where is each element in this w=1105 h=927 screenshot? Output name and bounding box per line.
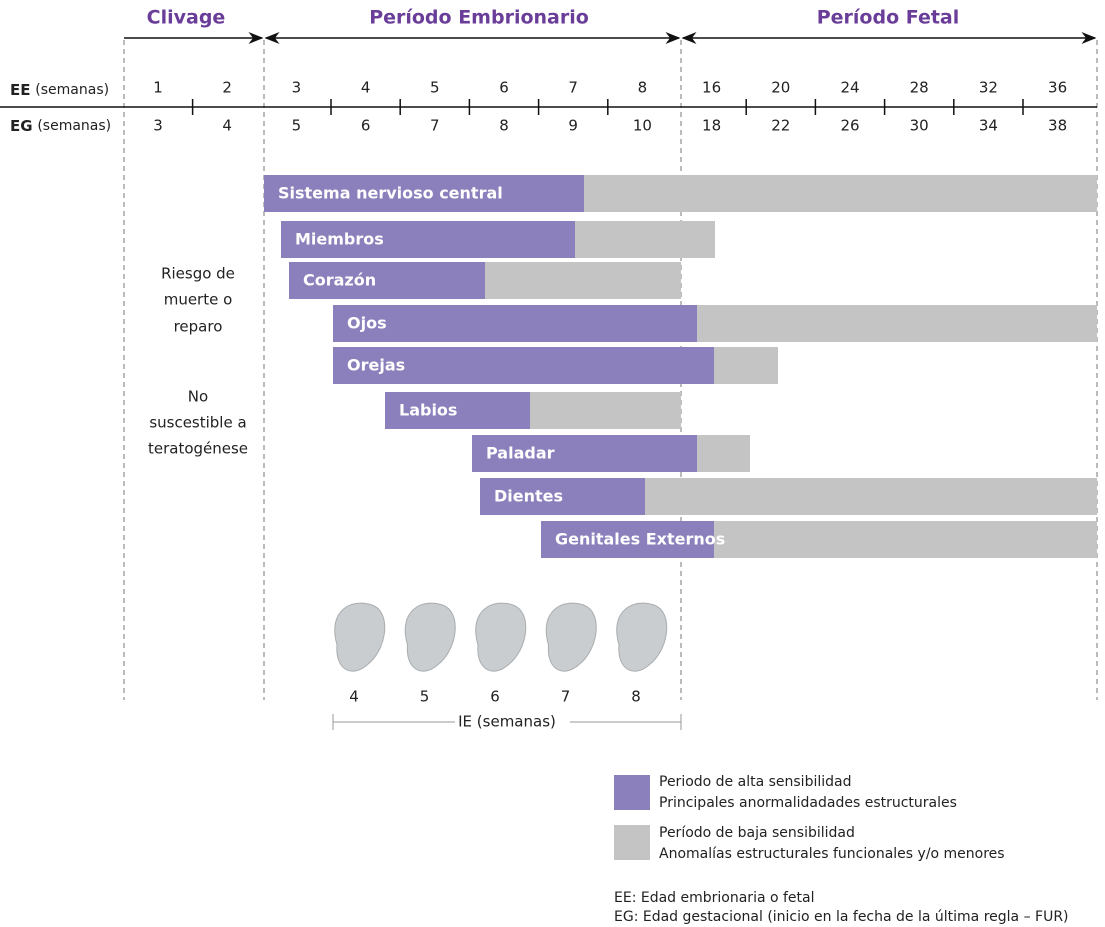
eg-value: 26 (840, 117, 859, 135)
organ-label: Ojos (347, 314, 387, 333)
eg-value: 38 (1048, 117, 1067, 135)
high-sensitivity-bar (385, 392, 530, 429)
organ-label: Genitales Externos (555, 530, 725, 549)
low-sensitivity-bar (530, 392, 681, 429)
ee-value: 3 (292, 79, 302, 97)
eg-value: 9 (568, 117, 578, 135)
embryo-illustration (334, 602, 386, 672)
high-sensitivity-bar (480, 478, 645, 515)
eg-value: 18 (702, 117, 721, 135)
phase-title: Período Embrionario (369, 7, 589, 29)
sensitivity-bars: Sistema nervioso central Miembros Corazón O… (264, 175, 1097, 558)
phase-title: Período Fetal (817, 7, 960, 29)
ee-value: 20 (771, 79, 790, 97)
embryo-illustration (475, 602, 527, 672)
side-notes: Riesgo de muerte o reparo No suscestible a te… (148, 265, 248, 458)
ee-value: 4 (361, 79, 371, 97)
eg-value: 5 (292, 117, 302, 135)
ee-value: 5 (430, 79, 440, 97)
side-note: muerte o (164, 291, 233, 309)
embryo-week: 6 (490, 688, 500, 706)
high-sensitivity-bar (333, 305, 697, 342)
low-sensitivity-bar (714, 347, 778, 384)
footnote: EE: Edad embrionaria o fetal (614, 890, 815, 906)
embryo-week: 8 (631, 688, 641, 706)
ee-value: 24 (840, 79, 859, 97)
organ-label: Miembros (295, 230, 384, 249)
eg-label: EG (semanas) (10, 117, 111, 135)
ie-axis (332, 714, 682, 730)
low-sensitivity-bar (485, 262, 681, 299)
ee-value: 16 (702, 79, 721, 97)
side-note: reparo (174, 318, 223, 336)
scale: 1324354657687981016182022242628303234363… (153, 79, 1067, 135)
eg-value: 3 (153, 117, 163, 135)
embryo-week: 5 (420, 688, 430, 706)
side-note: suscestible a (149, 414, 246, 432)
footnote: EG: Edad gestacional (inicio en la fecha… (614, 909, 1069, 925)
ee-value: 1 (153, 79, 163, 97)
low-sensitivity-bar (645, 478, 1097, 515)
legend-subtitle: Anomalías estructurales funcionales y/o … (659, 846, 1005, 862)
high-sensitivity-bar (264, 175, 584, 212)
low-sensitivity-bar (714, 521, 1097, 558)
ie-axis-label: IE (semanas) (458, 713, 556, 731)
eg-value: 8 (499, 117, 509, 135)
eg-value: 6 (361, 117, 371, 135)
legend-swatch (614, 775, 650, 810)
ee-value: 7 (568, 79, 578, 97)
organ-label: Paladar (486, 444, 555, 463)
organ-label: Dientes (494, 487, 563, 506)
phase-title: Clivage (147, 7, 226, 29)
side-note: Riesgo de (161, 265, 235, 283)
side-note: teratogénese (148, 440, 248, 458)
ee-value: 2 (222, 79, 232, 97)
organ-label: Orejas (347, 356, 405, 375)
embryo-illustration (616, 602, 668, 672)
eg-value: 4 (222, 117, 232, 135)
dashed-dividers (123, 40, 1098, 700)
side-note: No (188, 388, 208, 406)
embryo-illustration (545, 602, 597, 672)
high-sensitivity-bar (472, 435, 697, 472)
high-sensitivity-bar (541, 521, 714, 558)
ee-value: 8 (638, 79, 648, 97)
eg-value: 34 (979, 117, 998, 135)
legend-swatch (614, 825, 650, 860)
embryos: 4 5 6 7 8 (334, 602, 668, 706)
legend-subtitle: Principales anormalidadades estructurale… (659, 795, 957, 811)
high-sensitivity-bar (333, 347, 714, 384)
low-sensitivity-bar (697, 305, 1097, 342)
low-sensitivity-bar (697, 435, 750, 472)
ee-value: 6 (499, 79, 509, 97)
organ-label: Corazón (303, 271, 376, 290)
embryo-week: 4 (349, 688, 359, 706)
legend-title: Periodo de alta sensibilidad (659, 774, 851, 790)
high-sensitivity-bar (281, 221, 575, 258)
high-sensitivity-bar (289, 262, 485, 299)
ee-value: 36 (1048, 79, 1067, 97)
legend-title: Período de baja sensibilidad (659, 825, 855, 841)
eg-value: 7 (430, 117, 440, 135)
embryo-illustration (404, 602, 456, 672)
ee-value: 28 (910, 79, 929, 97)
low-sensitivity-bar (575, 221, 715, 258)
eg-value: 30 (910, 117, 929, 135)
eg-value: 10 (633, 117, 652, 135)
ee-label: EE (semanas) (10, 81, 109, 99)
organ-label: Labios (399, 401, 457, 420)
low-sensitivity-bar (584, 175, 1097, 212)
embryo-week: 7 (561, 688, 571, 706)
organ-label: Sistema nervioso central (278, 184, 503, 203)
eg-value: 22 (771, 117, 790, 135)
ee-value: 32 (979, 79, 998, 97)
